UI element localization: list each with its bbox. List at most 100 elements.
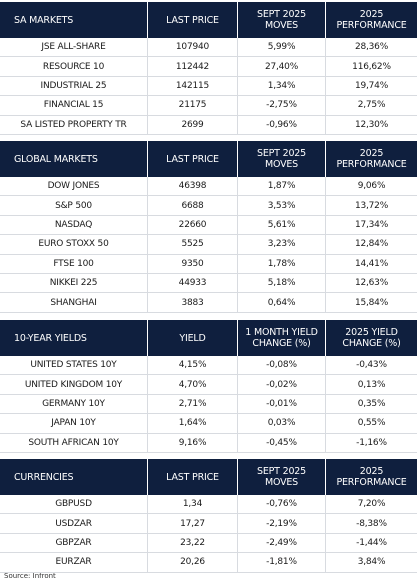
table-cell: 2,71% (147, 394, 237, 415)
table-cell: 3,23% (237, 235, 325, 255)
header-cell: 2025 YIELD CHANGE (%) (325, 320, 417, 356)
table-cell: 1,34% (237, 76, 325, 97)
table-cell: DOW JONES (0, 177, 147, 197)
table-cell: 3,53% (237, 196, 325, 216)
table-cell: 1,87% (237, 177, 325, 197)
table-cell: 116,62% (325, 57, 417, 77)
table-cell: 20,26 (147, 553, 237, 573)
table-cell: 0,35% (325, 394, 417, 415)
table-cell: 1,78% (237, 254, 325, 274)
table-cell: 9,06% (325, 177, 417, 197)
table-cell: 5,61% (237, 215, 325, 236)
table-cell: 19,74% (325, 76, 417, 97)
table-cell: -1,81% (237, 553, 325, 573)
table-cell: 3,84% (325, 553, 417, 573)
table-cell: UNITED KINGDOM 10Y (0, 375, 147, 395)
table-cell: 9,16% (147, 433, 237, 453)
table-cell: GERMANY 10Y (0, 395, 147, 415)
table-cell: NASDAQ (0, 216, 147, 236)
table-cell: 0,64% (237, 293, 325, 313)
header-cell: YIELD (147, 320, 237, 356)
header-cell: 1 MONTH YIELD CHANGE (%) (237, 320, 325, 356)
table-cell: FTSE 100 (0, 255, 147, 274)
table-cell: 5,18% (237, 274, 325, 294)
table-cell: 9350 (147, 254, 237, 274)
table-cell: -0,96% (237, 115, 325, 135)
table-cell: FINANCIAL 15 (0, 96, 147, 116)
table-cell: EURO STOXX 50 (0, 235, 147, 255)
table-cell: GBPUSD (0, 495, 147, 515)
table-cell: 2699 (147, 115, 237, 135)
table-cell: 15,84% (325, 293, 417, 313)
table-cell: 12,30% (325, 115, 417, 135)
header-cell: LAST PRICE (147, 141, 237, 177)
table-cell: -8,38% (325, 514, 417, 534)
table-cell: INDUSTRIAL 25 (0, 77, 147, 97)
table-cell: 3883 (147, 293, 237, 313)
table-cell: 23,22 (147, 533, 237, 554)
table-cell: -2,49% (237, 533, 325, 554)
table-cell: 2,75% (325, 96, 417, 116)
table-cell: 17,27 (147, 514, 237, 534)
header-cell: 2025 PERFORMANCE (325, 2, 417, 38)
table-cell: -2,19% (237, 514, 325, 534)
header-cell: SEPT 2025 MOVES (237, 459, 325, 495)
table-cell: -0,08% (237, 356, 325, 376)
table-cell: 4,15% (147, 356, 237, 376)
header-cell: SEPT 2025 MOVES (237, 141, 325, 177)
header-cell: 10-YEAR YIELDS (0, 320, 147, 356)
header-cell: SA MARKETS (0, 2, 147, 38)
table-cell: 142115 (147, 76, 237, 97)
source-note: Source: Infront (4, 572, 56, 580)
table-cell: -1,44% (325, 533, 417, 554)
table-cell: 4,70% (147, 375, 237, 395)
table-cell: -0,76% (237, 495, 325, 515)
table-cell: JAPAN 10Y (0, 414, 147, 434)
table-cell: -0,43% (325, 356, 417, 376)
table-cell: 0,55% (325, 414, 417, 434)
table-cell: 22660 (147, 215, 237, 236)
table-cell: 12,63% (325, 274, 417, 294)
table-cell: JSE ALL-SHARE (0, 38, 147, 58)
header-cell: CURRENCIES (0, 459, 147, 495)
table-cell: 14,41% (325, 254, 417, 274)
table-cell: 28,36% (325, 38, 417, 58)
table-cell: 1,64% (147, 414, 237, 434)
table-cell: USDZAR (0, 514, 147, 534)
table-cell: SOUTH AFRICAN 10Y (0, 434, 147, 453)
header-cell: 2025 PERFORMANCE (325, 141, 417, 177)
table-cell: 5525 (147, 235, 237, 255)
header-cell: 2025 PERFORMANCE (325, 459, 417, 495)
table-cell: 17,34% (325, 215, 417, 236)
table-cell: 112442 (147, 57, 237, 77)
header-cell: LAST PRICE (147, 459, 237, 495)
table-cell: 12,84% (325, 235, 417, 255)
table-cell: -1,16% (325, 433, 417, 453)
table-cell: 0,03% (237, 414, 325, 434)
table-cell: 21175 (147, 96, 237, 116)
table-cell: 27,40% (237, 57, 325, 77)
table-cell: 1,34 (147, 495, 237, 515)
table-cell: 44933 (147, 274, 237, 294)
header-cell: LAST PRICE (147, 2, 237, 38)
table-cell: SHANGHAI (0, 293, 147, 313)
table-cell: 7,20% (325, 495, 417, 515)
table-cell: -0,45% (237, 433, 325, 453)
table-cell: 13,72% (325, 196, 417, 216)
table-cell: SA LISTED PROPERTY TR (0, 116, 147, 135)
table-cell: 6688 (147, 196, 237, 216)
header-cell: SEPT 2025 MOVES (237, 2, 325, 38)
table-cell: S&P 500 (0, 196, 147, 216)
table-cell: 5,99% (237, 38, 325, 58)
table-cell: EURZAR (0, 553, 147, 573)
header-cell: GLOBAL MARKETS (0, 141, 147, 177)
table-cell: 0,13% (325, 375, 417, 395)
table-cell: UNITED STATES 10Y (0, 356, 147, 376)
table-cell: GBPZAR (0, 534, 147, 554)
table-cell: -2,75% (237, 96, 325, 116)
table-cell: RESOURCE 10 (0, 57, 147, 77)
table-cell: -0,02% (237, 375, 325, 395)
table-cell: 46398 (147, 177, 237, 197)
table-cell: 107940 (147, 38, 237, 58)
